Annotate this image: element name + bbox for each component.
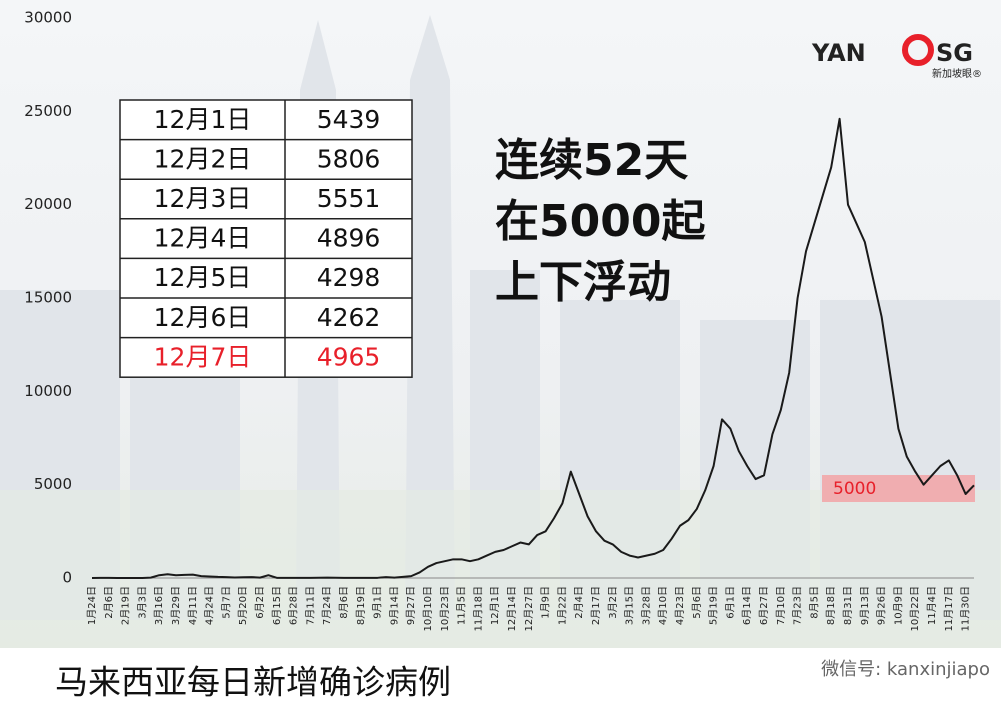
table-cell: 12月1日	[154, 105, 252, 134]
x-tick-label: 2月6日	[103, 586, 115, 619]
x-tick-label: 4月11日	[187, 586, 199, 625]
table-frame	[119, 99, 413, 378]
table-cell: 5439	[317, 105, 381, 134]
table-cell: 4298	[317, 263, 381, 292]
headline-line: 上下浮动	[495, 257, 671, 308]
x-tick-label: 9月26日	[876, 586, 888, 625]
headline-line: 在5000起	[495, 196, 706, 247]
x-tick-label: 8月5日	[808, 586, 820, 619]
table-cell: 12月4日	[154, 224, 252, 253]
x-tick-label: 9月1日	[372, 586, 384, 619]
table-cell: 12月7日	[154, 342, 252, 371]
x-tick-label: 5月20日	[237, 586, 249, 625]
x-tick-label: 7月23日	[792, 586, 804, 625]
x-tick-label: 11月5日	[456, 586, 468, 625]
x-tick-label: 1月24日	[86, 586, 98, 625]
y-tick-label: 10000	[24, 382, 72, 400]
x-tick-label: 9月13日	[859, 586, 871, 625]
x-tick-label: 10月9日	[892, 586, 904, 625]
table-cell: 4965	[317, 342, 381, 371]
x-tick-label: 5月7日	[220, 586, 232, 619]
x-tick-label: 1月9日	[540, 586, 552, 619]
x-tick-label: 10月10日	[422, 586, 434, 631]
headline-line: 连续52天	[495, 135, 688, 186]
x-tick-label: 4月23日	[674, 586, 686, 625]
x-tick-label: 3月16日	[153, 586, 165, 625]
x-tick-label: 4月10日	[657, 586, 669, 625]
y-tick-label: 15000	[24, 289, 72, 307]
x-tick-label: 7月11日	[304, 586, 316, 625]
x-tick-label: 3月3日	[136, 586, 148, 619]
y-tick-label: 30000	[24, 9, 72, 27]
table-cell: 5806	[317, 144, 381, 173]
x-tick-label: 8月18日	[825, 586, 837, 625]
x-tick-label: 6月14日	[741, 586, 753, 625]
logo-text: SG	[936, 39, 973, 67]
x-tick-label: 2月17日	[590, 586, 602, 625]
table-cell: 12月5日	[154, 263, 252, 292]
x-tick-label: 3月15日	[624, 586, 636, 625]
table-cell: 5551	[317, 184, 381, 213]
y-tick-label: 25000	[24, 102, 72, 120]
x-tick-label: 6月2日	[254, 586, 266, 619]
table-cell: 4896	[317, 224, 381, 253]
table-cell: 12月6日	[154, 303, 252, 332]
logo-text: YAN	[811, 39, 866, 67]
table-cell: 4262	[317, 303, 381, 332]
x-tick-label: 7月10日	[775, 586, 787, 625]
x-tick-label: 8月31日	[842, 586, 854, 625]
ground	[0, 490, 1001, 648]
x-tick-label: 11月30日	[960, 586, 972, 631]
x-tick-label: 2月19日	[120, 586, 132, 625]
x-tick-label: 3月2日	[607, 586, 619, 619]
x-tick-label: 11月18日	[472, 586, 484, 631]
chart-title: 马来西亚每日新增确诊病例	[55, 663, 451, 702]
footer	[0, 648, 1001, 718]
x-tick-label: 3月28日	[640, 586, 652, 625]
watermark: 微信号: kanxinjiapo	[821, 659, 990, 680]
x-tick-label: 9月14日	[388, 586, 400, 625]
x-tick-label: 12月14日	[506, 586, 518, 631]
x-tick-label: 8月19日	[355, 586, 367, 625]
x-tick-label: 6月15日	[271, 586, 283, 625]
x-tick-label: 12月27日	[523, 586, 535, 631]
x-tick-label: 6月28日	[288, 586, 300, 625]
x-tick-label: 2月4日	[573, 586, 585, 619]
x-tick-label: 10月23日	[439, 586, 451, 631]
x-tick-label: 5月6日	[691, 586, 703, 619]
logo-mark	[902, 34, 934, 66]
level-label: 5000	[833, 479, 876, 499]
data-line	[91, 117, 975, 579]
table-cell: 12月2日	[154, 144, 252, 173]
x-tick-label: 1月22日	[556, 586, 568, 625]
x-tick-label: 9月27日	[405, 586, 417, 625]
x-tick-label: 6月1日	[724, 586, 736, 619]
y-tick-label: 5000	[34, 475, 72, 493]
x-tick-label: 10月22日	[909, 586, 921, 631]
x-tick-label: 12月1日	[489, 586, 501, 625]
x-tick-label: 3月29日	[170, 586, 182, 625]
y-tick-label: 0	[62, 569, 72, 587]
level-band	[822, 475, 975, 502]
x-tick-label: 4月24日	[204, 586, 216, 625]
x-tick-label: 7月24日	[321, 586, 333, 625]
x-tick-label: 11月4日	[926, 586, 938, 625]
x-tick-label: 11月17日	[943, 586, 955, 631]
table-cell: 12月3日	[154, 184, 252, 213]
x-tick-label: 5月19日	[708, 586, 720, 625]
y-tick-label: 20000	[24, 195, 72, 213]
logo-subtitle: 新加坡眼®	[932, 67, 982, 80]
x-tick-label: 8月6日	[338, 586, 350, 619]
x-tick-label: 6月27日	[758, 586, 770, 625]
